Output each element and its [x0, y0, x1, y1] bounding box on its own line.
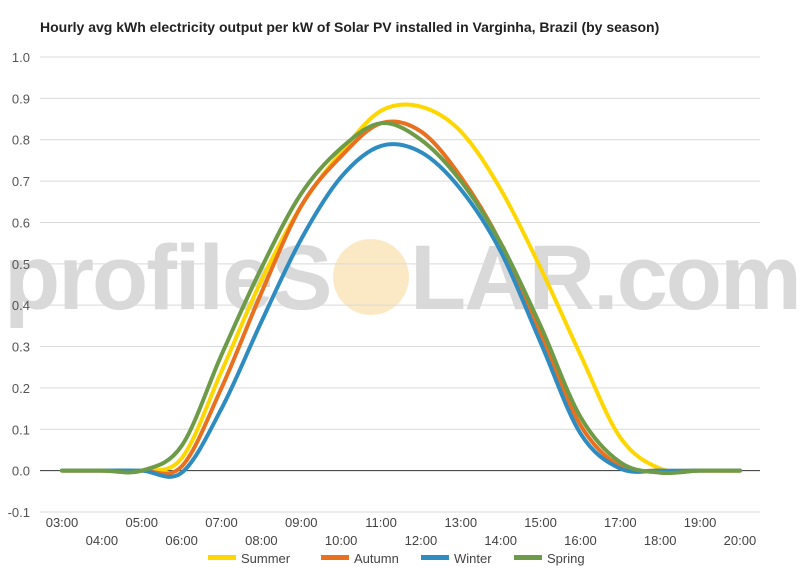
series-line-winter: [60, 142, 742, 479]
x-tick-label: 20:00: [724, 533, 757, 548]
x-tick-label: 08:00: [245, 533, 278, 548]
grid: [40, 56, 760, 513]
legend-label-winter: Winter: [454, 551, 492, 566]
legend-swatch-summer: [208, 555, 236, 560]
y-tick-label: 0.3: [12, 340, 30, 355]
watermark: profileS LAR.com: [4, 227, 800, 329]
x-tick-label: 03:00: [46, 515, 79, 530]
y-tick-label: 0.7: [12, 174, 30, 189]
x-tick-label: 10:00: [325, 533, 358, 548]
chart-title: Hourly avg kWh electricity output per kW…: [40, 19, 660, 35]
legend-swatch-autumn: [321, 555, 349, 560]
x-tick-label: 15:00: [524, 515, 557, 530]
x-tick-label: 06:00: [165, 533, 198, 548]
y-tick-label: 1.0: [12, 50, 30, 65]
x-tick-label: 07:00: [205, 515, 238, 530]
legend-swatch-spring: [514, 555, 542, 560]
watermark-right-text: LAR.com: [410, 227, 800, 329]
x-tick-label: 16:00: [564, 533, 597, 548]
series-lines: [60, 102, 742, 479]
x-tick-label: 11:00: [365, 515, 397, 530]
watermark-sun-icon: [333, 239, 409, 315]
x-tick-label: 14:00: [484, 533, 517, 548]
legend-label-autumn: Autumn: [354, 551, 399, 566]
y-tick-label: 0.5: [12, 257, 30, 272]
y-tick-label: 0.2: [12, 381, 30, 396]
series-line-summer: [60, 102, 742, 474]
x-tick-label: 12:00: [405, 533, 438, 548]
y-tick-label: 0.4: [12, 298, 30, 313]
legend: Summer Autumn Winter Spring: [208, 551, 585, 566]
legend-swatch-winter: [421, 555, 449, 560]
y-tick-label: 0.0: [12, 464, 30, 479]
x-tick-label: 04:00: [86, 533, 119, 548]
y-tick-label: 0.9: [12, 91, 30, 106]
legend-label-spring: Spring: [547, 551, 585, 566]
x-tick-label: 05:00: [125, 515, 158, 530]
x-axis: 03:00 04:00 05:00 06:00 07:00 08:00 09:00 10:00…: [46, 515, 757, 548]
x-tick-label: 19:00: [684, 515, 717, 530]
y-tick-label: 0.8: [12, 133, 30, 148]
y-axis: 1.0 0.9 0.8 0.7 0.6 0.5 0.4 0.3 0.2 0.1 0.0 -0.1: [8, 50, 30, 520]
y-tick-label: 0.1: [12, 422, 30, 437]
series-line-spring: [60, 121, 742, 476]
y-tick-label: 0.6: [12, 215, 30, 230]
legend-label-summer: Summer: [241, 551, 291, 566]
x-tick-label: 09:00: [285, 515, 318, 530]
y-tick-label: -0.1: [8, 505, 30, 520]
x-tick-label: 18:00: [644, 533, 677, 548]
x-tick-label: 13:00: [445, 515, 478, 530]
x-tick-label: 17:00: [604, 515, 637, 530]
